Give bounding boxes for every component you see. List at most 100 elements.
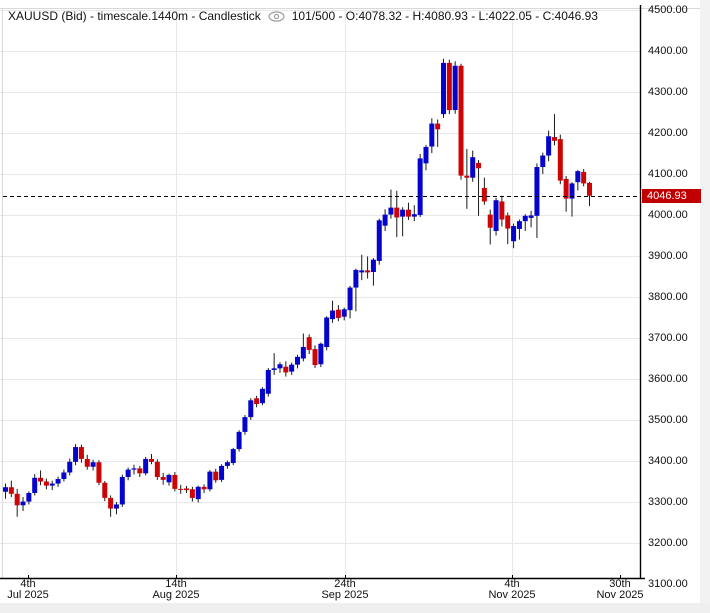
price-axis-label: 3100.00 — [648, 578, 688, 590]
price-axis-label: 3400.00 — [648, 455, 688, 467]
candle-bear — [38, 477, 44, 482]
candle-bull — [113, 504, 119, 509]
candle-bull — [370, 259, 376, 272]
candle-bear — [464, 175, 470, 178]
candle-bull — [540, 155, 546, 168]
candlestick-series — [3, 58, 592, 517]
candle-bear — [189, 489, 195, 498]
eye-icon[interactable] — [268, 10, 285, 22]
candle-bull — [90, 462, 96, 467]
price-axis-label: 4300.00 — [648, 86, 688, 98]
candle-bear — [154, 461, 160, 477]
candle-bull — [166, 474, 172, 483]
candle-bear — [505, 215, 511, 229]
candle-bull — [353, 269, 359, 288]
candle-bull — [119, 476, 125, 505]
candle-bear — [14, 493, 20, 506]
candle-bear — [557, 139, 563, 181]
candle-bull — [131, 468, 137, 470]
candle-bull — [49, 483, 55, 486]
candle-bull — [265, 369, 271, 394]
candle-bull — [569, 183, 575, 199]
candle-bull — [143, 458, 149, 474]
candle-bull — [230, 449, 236, 464]
candle-bear — [499, 201, 505, 220]
symbol-title: XAUUSD (Bid) - timescale.1440m - Candles… — [8, 9, 261, 23]
price-axis-label: 3800.00 — [648, 291, 688, 303]
candle-bear — [178, 488, 184, 490]
candle-bear — [283, 366, 289, 373]
candle-bull — [493, 200, 499, 231]
time-axis-label: 14th Aug 2025 — [152, 578, 200, 601]
candle-bear — [149, 458, 154, 462]
price-axis-label: 3900.00 — [648, 250, 688, 262]
candle-bull — [324, 317, 330, 348]
candle-bear — [78, 447, 84, 459]
candle-bull — [330, 310, 336, 320]
candle-bear — [172, 474, 178, 489]
candle-bull — [417, 158, 423, 215]
candle-bull — [242, 417, 248, 432]
candle-bear — [435, 123, 441, 130]
candle-bull — [528, 215, 534, 218]
candle-bull — [55, 479, 61, 484]
candle-bull — [61, 472, 67, 480]
price-axis-label: 4100.00 — [648, 168, 688, 180]
ohlc-readout: 101/500 - O:4078.32 - H:4080.93 - L:4022… — [291, 9, 598, 23]
time-axis-label: 4th Jul 2025 — [7, 578, 49, 601]
candle-bear — [481, 187, 487, 202]
candle-bull — [341, 309, 347, 317]
last-price-tag: 4046.93 — [642, 188, 701, 203]
candle-bull — [248, 400, 254, 418]
candle-bear — [312, 349, 318, 366]
candle-bear — [43, 481, 49, 486]
candle-bull — [32, 477, 38, 493]
candle-bull — [207, 471, 213, 490]
candle-bull — [318, 343, 324, 365]
candle-bull — [400, 209, 406, 217]
candle-bull — [423, 146, 429, 164]
candle-bear — [84, 458, 90, 467]
time-axis-label: 4th Nov 2025 — [488, 578, 536, 601]
candle-bear — [487, 214, 493, 228]
candle-bear — [365, 270, 371, 273]
candle-bull — [452, 65, 458, 111]
candle-bear — [8, 487, 14, 494]
candle-bull — [359, 270, 365, 273]
candle-bull — [546, 136, 552, 156]
candle-bull — [195, 486, 201, 500]
price-axis-label: 4500.00 — [648, 4, 688, 16]
candle-bull — [382, 214, 388, 226]
vertical-scrollbar-track[interactable] — [700, 0, 710, 613]
candle-bull — [219, 465, 225, 480]
candle-bull — [3, 487, 8, 492]
candle-bull — [20, 501, 26, 506]
candle-bull — [259, 388, 265, 404]
price-axis-label: 3600.00 — [648, 373, 688, 385]
candle-bear — [306, 337, 312, 350]
candle-bull — [73, 447, 79, 462]
candle-bull — [470, 157, 476, 178]
chart-header: XAUUSD (Bid) - timescale.1440m - Candles… — [8, 9, 598, 23]
candle-bear — [108, 497, 114, 509]
candle-bull — [224, 462, 230, 466]
candle-bear — [587, 182, 592, 196]
price-axis-label: 3200.00 — [648, 537, 688, 549]
candle-bull — [441, 62, 446, 115]
time-axis-label: 24th Sep 2025 — [321, 578, 369, 601]
candle-bull — [300, 347, 306, 359]
candle-bull — [26, 492, 32, 502]
candle-bull — [575, 171, 581, 183]
candle-bull — [125, 469, 131, 477]
candle-bull — [516, 221, 522, 229]
time-axis-label: 30th Nov 2025 — [596, 578, 644, 601]
candle-bull — [511, 226, 517, 242]
candle-bear — [160, 476, 166, 480]
candle-bear — [458, 65, 464, 176]
candle-bull — [67, 461, 73, 473]
candle-bear — [335, 309, 341, 318]
horizontal-scrollbar-track[interactable] — [0, 603, 710, 613]
candle-bear — [201, 486, 207, 490]
candle-bear — [563, 178, 569, 199]
